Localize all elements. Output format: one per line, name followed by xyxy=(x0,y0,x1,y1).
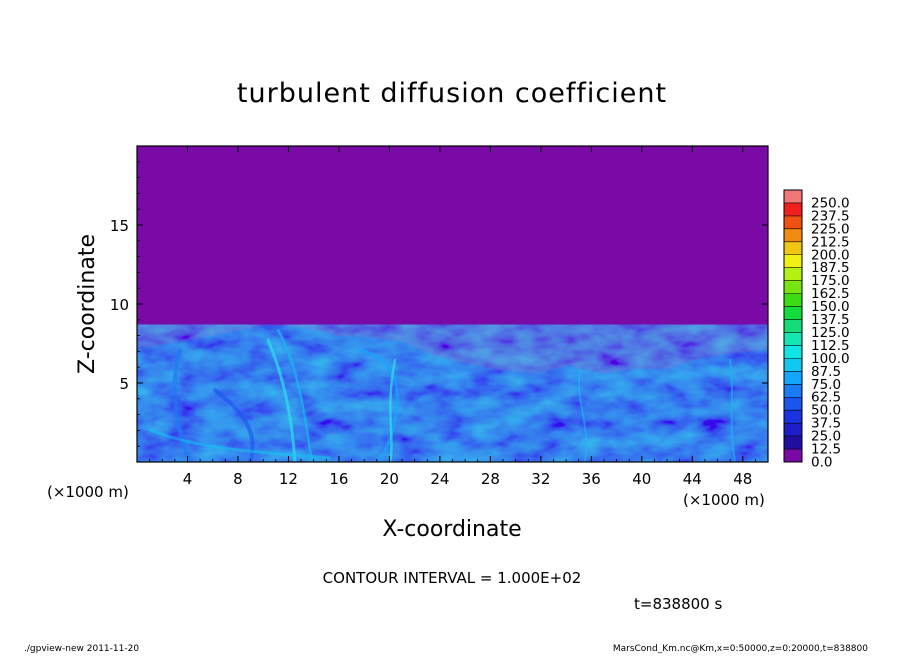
colorbar-label: 37.5 xyxy=(811,416,841,432)
colorbar-label: 212.5 xyxy=(811,234,850,250)
x-tick-label: 8 xyxy=(233,470,243,488)
colorbar-swatch xyxy=(784,254,802,268)
x-tick-label: 44 xyxy=(683,470,702,488)
x-tick-label: 36 xyxy=(582,470,601,488)
colorbar-swatch xyxy=(784,436,802,450)
x-tick-label: 48 xyxy=(733,470,752,488)
y-axis-label: Z-coordinate xyxy=(75,234,100,374)
colorbar-label: 12.5 xyxy=(811,442,841,458)
colorbar-swatch xyxy=(784,306,802,320)
colorbar-swatch xyxy=(784,371,802,385)
colorbar-label: 162.5 xyxy=(811,286,850,302)
y-tick-label: 5 xyxy=(119,375,129,393)
colorbar-label: 50.0 xyxy=(811,403,841,419)
colorbar-swatch xyxy=(784,215,802,229)
time-label: t=838800 s xyxy=(634,595,722,613)
colorbar-swatch xyxy=(784,267,802,281)
colorbar-swatch xyxy=(784,190,802,203)
colorbar-swatch xyxy=(784,293,802,307)
contour-interval: CONTOUR INTERVAL = 1.000E+02 xyxy=(323,569,582,587)
chart-title: turbulent diffusion coefficient xyxy=(237,78,667,109)
footer-right: MarsCond_Km.nc@Km,x=0:50000,z=0:20000,t=… xyxy=(613,644,868,654)
colorbar-swatch xyxy=(784,449,802,462)
colorbar-swatch xyxy=(784,345,802,359)
colorbar-label: 150.0 xyxy=(811,299,850,315)
colorbar-swatch xyxy=(784,228,802,242)
y-axis-ticks: 5 10 15 xyxy=(110,161,768,447)
colorbar-swatch xyxy=(784,423,802,437)
colorbar-swatch xyxy=(784,410,802,424)
colorbar-label: 125.0 xyxy=(811,325,850,341)
x-tick-label: 24 xyxy=(430,470,449,488)
x-tick-label: 40 xyxy=(632,470,651,488)
x-unit-left: (×1000 m) xyxy=(47,483,129,501)
colorbar-swatch xyxy=(784,319,802,333)
x-tick-label: 32 xyxy=(531,470,550,488)
plume-streaks xyxy=(148,328,736,462)
x-axis-ticks: 4 8 12 16 20 24 28 32 36 40 44 48 xyxy=(149,146,756,488)
colorbar-label: 250.0 xyxy=(811,195,850,211)
y-tick-label: 10 xyxy=(110,296,129,314)
colorbar-swatch xyxy=(784,397,802,411)
colorbar-swatch xyxy=(784,358,802,372)
colorbar-label: 75.0 xyxy=(811,377,841,393)
colorbar-label: 62.5 xyxy=(811,390,841,406)
colorbar-label: 225.0 xyxy=(811,221,850,237)
colorbar-label: 175.0 xyxy=(811,273,850,289)
colorbar-label: 0.0 xyxy=(811,455,832,471)
colorbar-label: 112.5 xyxy=(811,338,850,354)
colorbar-label: 100.0 xyxy=(811,351,850,367)
x-unit-right: (×1000 m) xyxy=(683,491,765,509)
colorbar-label: 25.0 xyxy=(811,429,841,445)
colorbar: 0.012.525.037.550.062.575.087.5100.0112.… xyxy=(783,189,850,471)
colorbar-swatch xyxy=(784,202,802,216)
x-tick-label: 28 xyxy=(481,470,500,488)
x-tick-label: 20 xyxy=(380,470,399,488)
colorbar-swatch xyxy=(784,241,802,255)
colorbar-label: 187.5 xyxy=(811,260,850,276)
boundary-layer-texture xyxy=(137,324,768,462)
colorbar-label: 137.5 xyxy=(811,312,850,328)
colorbar-label: 237.5 xyxy=(811,208,850,224)
colorbar-swatch xyxy=(784,332,802,346)
footer-left: ./gpview-new 2011-11-20 xyxy=(24,644,139,654)
colorbar-swatch xyxy=(784,280,802,294)
x-tick-label: 4 xyxy=(183,470,193,488)
x-tick-label: 16 xyxy=(329,470,348,488)
y-tick-label: 15 xyxy=(110,217,129,235)
plot-area xyxy=(137,146,768,462)
colorbar-label: 200.0 xyxy=(811,247,850,263)
colorbar-swatch xyxy=(784,384,802,398)
colorbar-label: 87.5 xyxy=(811,364,841,380)
x-tick-label: 12 xyxy=(279,470,298,488)
x-axis-label: X-coordinate xyxy=(382,517,521,542)
